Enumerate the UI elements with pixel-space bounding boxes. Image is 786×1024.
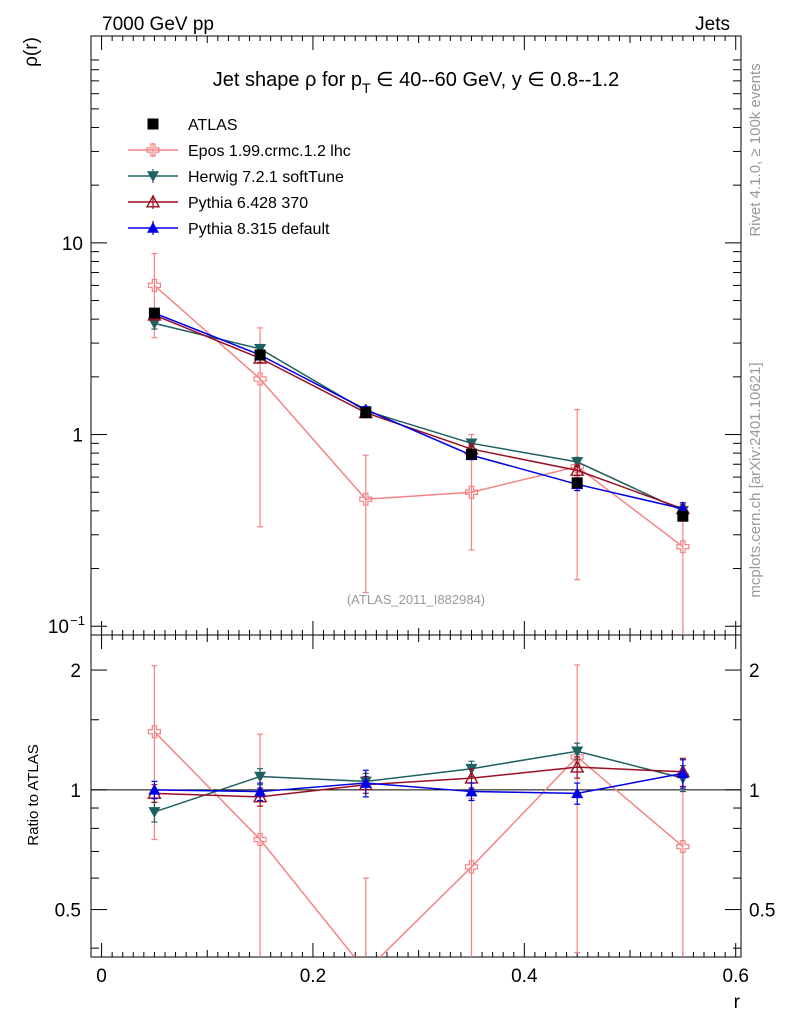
ratio-y-tick-label-right: 1 [749, 781, 760, 802]
ratio-y-tick-label: 0.5 [55, 901, 81, 922]
ratio-point-epos-1-99-crmc-1-2-lhc [570, 750, 584, 764]
ratio-y-tick-label-right: 2 [749, 661, 760, 682]
data-point-epos-1-99-crmc-1-2-lhc [676, 540, 690, 554]
data-point-epos-1-99-crmc-1-2-lhc [359, 492, 373, 506]
y-tick-label: 10 [62, 234, 83, 255]
data-point-atlas [677, 510, 689, 522]
ratio-point-herwig-7-2-1-softtune [254, 771, 267, 783]
ratio-line-epos-1-99-crmc-1-2-lhc [153, 731, 684, 957]
ratio-y-tick-label-right: 0.5 [749, 901, 775, 922]
ratio-point-pythia-8-315-default [359, 777, 372, 788]
x-tick-label: 0.4 [511, 966, 538, 987]
series-line-epos-1-99-crmc-1-2-lhc [153, 284, 684, 548]
legend-label-herwig-7-2-1-softtune: Herwig 7.2.1 softTune [188, 169, 344, 186]
ratio-point-epos-1-99-crmc-1-2-lhc [147, 725, 162, 739]
data-point-epos-1-99-crmc-1-2-lhc [464, 485, 479, 499]
header-right: Jets [695, 14, 730, 35]
x-axis-label: r [734, 992, 741, 1013]
series-line-pythia-6-428-370 [154, 314, 684, 510]
data-point-atlas [254, 349, 266, 361]
ratio-point-pythia-8-315-default [148, 783, 161, 795]
ratio-plot-frame [90, 634, 742, 958]
ratio-point-epos-1-99-crmc-1-2-lhc [464, 860, 479, 874]
ratio-line-pythia-6-428-370 [154, 766, 683, 798]
ratio-point-epos-1-99-crmc-1-2-lhc [253, 832, 267, 847]
ratio-y-tick-label: 1 [70, 781, 81, 802]
y-tick-label: 1 [72, 426, 83, 447]
ratio-y-tick-label: 2 [70, 661, 81, 682]
ratio-point-pythia-8-315-default [676, 767, 689, 779]
legend-marker-pythia-8-315-default [147, 222, 159, 233]
legend-marker-pythia-6-428-370 [145, 194, 161, 208]
data-point-atlas [148, 307, 160, 319]
legend-marker-epos-1-99-crmc-1-2-lhc [146, 143, 160, 157]
y-axis-label: ρ(r) [21, 37, 42, 67]
data-point-epos-1-99-crmc-1-2-lhc [570, 460, 584, 474]
y-tick-exponent: −1 [70, 613, 85, 628]
legend-label-atlas: ATLAS [188, 117, 238, 134]
legend-label-pythia-8-315-default: Pythia 8.315 default [188, 221, 330, 238]
ratio-point-pythia-6-428-370 [569, 759, 585, 773]
header-left: 7000 GeV pp [102, 14, 214, 35]
chart-title: Jet shape ρ for pT ∈ 40--60 GeV, y ∈ 0.8… [213, 69, 619, 96]
ratio-y-axis-label: Ratio to ATLAS [25, 744, 42, 845]
ratio-point-epos-1-99-crmc-1-2-lhc [676, 839, 690, 854]
ratio-line-pythia-8-315-default [154, 772, 684, 795]
data-point-herwig-7-2-1-softtune [148, 318, 161, 330]
ratio-point-herwig-7-2-1-softtune [571, 746, 584, 758]
series-line-pythia-8-315-default [154, 312, 684, 510]
legend-marker-herwig-7-2-1-softtune [147, 171, 159, 182]
ratio-point-pythia-8-315-default [465, 785, 478, 797]
ratio-point-pythia-8-315-default [254, 785, 267, 797]
data-point-atlas [571, 477, 583, 489]
x-tick-label: 0 [96, 966, 107, 987]
ratio-line-herwig-7-2-1-softtune [154, 750, 684, 813]
data-point-atlas [360, 407, 372, 419]
mcplots-side-label: mcplots.cern.ch [arXiv:2401.10621] [747, 362, 764, 597]
x-tick-label: 0.6 [723, 966, 749, 987]
legend-label-pythia-6-428-370: Pythia 6.428 370 [188, 195, 308, 212]
ratio-point-herwig-7-2-1-softtune [148, 807, 161, 818]
analysis-label: (ATLAS_2011_I882984) [347, 592, 485, 607]
legend-marker-atlas [147, 118, 159, 130]
x-tick-label: 0.2 [300, 966, 326, 987]
rivet-side-label: Rivet 4.1.0, ≥ 100k events [747, 63, 764, 236]
data-point-epos-1-99-crmc-1-2-lhc [253, 372, 267, 386]
data-point-herwig-7-2-1-softtune [571, 457, 584, 468]
series-line-herwig-7-2-1-softtune [154, 322, 684, 512]
y-tick-label: 10 [48, 617, 69, 638]
legend-label-epos-1-99-crmc-1-2-lhc: Epos 1.99.crmc.1.2 lhc [188, 143, 351, 160]
ratio-point-pythia-8-315-default [571, 787, 584, 799]
data-point-epos-1-99-crmc-1-2-lhc [147, 278, 162, 292]
data-point-atlas [465, 448, 477, 460]
data-point-pythia-6-428-370 [569, 462, 585, 476]
